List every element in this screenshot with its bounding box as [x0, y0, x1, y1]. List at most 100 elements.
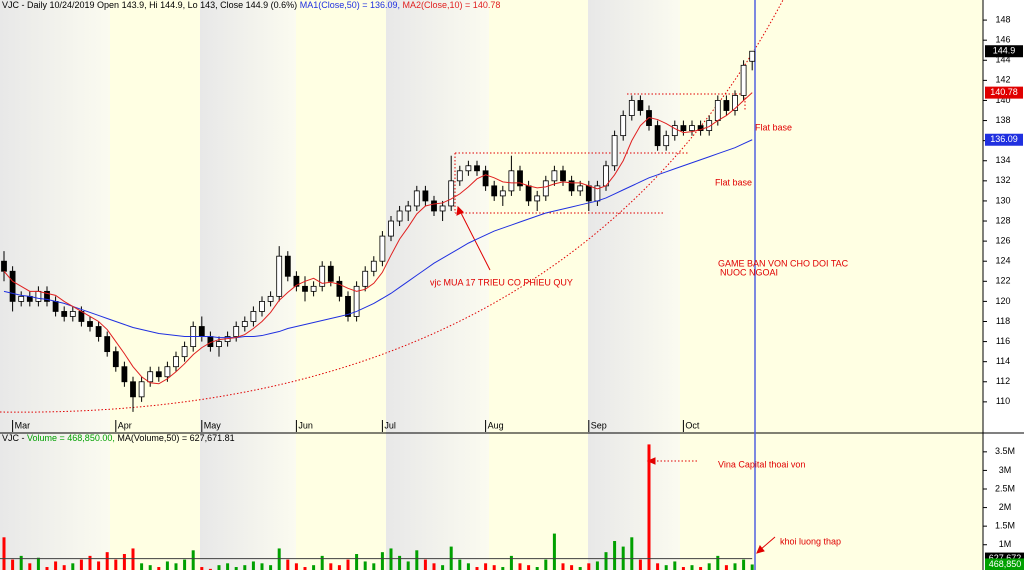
- candle-body: [353, 285, 360, 317]
- y-tick-label: 126: [995, 235, 1010, 245]
- volume-bar: [36, 557, 40, 570]
- x-tick-label: Sep: [591, 420, 607, 430]
- volume-bar: [320, 555, 324, 570]
- volume-bar: [346, 559, 350, 570]
- candle-body: [517, 170, 523, 187]
- volume-bar: [699, 567, 703, 570]
- volume-bar: [54, 561, 58, 570]
- candle-body: [689, 125, 695, 132]
- candle-body: [714, 100, 721, 121]
- volume-bar: [527, 565, 531, 570]
- candle-body: [637, 100, 644, 111]
- y-tick-label: 3.5M: [995, 446, 1015, 456]
- x-tick-label: May: [204, 420, 222, 430]
- candle-body: [267, 295, 274, 302]
- candle-body: [740, 64, 747, 96]
- candle-body: [431, 200, 437, 212]
- x-tick-label: Mar: [15, 420, 31, 430]
- candle-body: [310, 285, 317, 292]
- y-tick-label: 146: [995, 35, 1010, 45]
- candle-body: [35, 290, 42, 302]
- candle-body: [697, 125, 704, 132]
- legend-entry: MA(Volume,50) = 627,671.81: [117, 433, 234, 443]
- candle-body: [680, 125, 687, 132]
- candle-body: [121, 366, 128, 383]
- legend-entry: MA1(Close,50) = 136.09,: [300, 0, 400, 10]
- volume-bar: [742, 559, 746, 570]
- volume-bar: [303, 567, 307, 570]
- volume-bar: [630, 537, 634, 570]
- y-tick-label: 144: [995, 55, 1010, 65]
- volume-bar: [251, 561, 255, 570]
- volume-bar: [131, 548, 135, 570]
- volume-bar: [552, 533, 556, 570]
- price-tag: [985, 133, 1023, 146]
- y-tick-label: 138: [995, 115, 1010, 125]
- x-tick-label: Apr: [118, 420, 132, 430]
- annotation: NUOC NGOAI: [720, 267, 778, 277]
- y-tick-label: 128: [995, 215, 1010, 225]
- volume-bar: [174, 563, 178, 570]
- candle-body: [112, 351, 119, 368]
- volume-bar: [269, 565, 273, 570]
- candle-body: [405, 205, 412, 212]
- annotation: GAME BAN VON CHO DOI TAC: [718, 258, 849, 268]
- volume-bar: [372, 563, 376, 570]
- y-tick-label: 114: [996, 356, 1010, 366]
- candle-body: [104, 336, 111, 353]
- volume-bar: [157, 567, 161, 570]
- x-tick-label: Jul: [384, 420, 396, 430]
- y-tick-label: 2M: [999, 502, 1012, 512]
- candle-body: [44, 290, 50, 302]
- candle-body: [508, 170, 515, 192]
- volume-bar: [208, 568, 212, 570]
- volume-title: VJC - Volume = 468,850.00, MA(Volume,50)…: [2, 433, 235, 443]
- y-tick-label: 120: [995, 296, 1010, 306]
- candle-body: [52, 300, 59, 312]
- candle-body: [732, 95, 738, 111]
- candle-body: [130, 381, 136, 398]
- volume-bar: [466, 563, 470, 570]
- candle-body: [87, 321, 93, 327]
- title: VJC -: [2, 433, 27, 443]
- volume-bar: [183, 559, 187, 570]
- volume-bar: [11, 559, 15, 570]
- candle-body: [654, 125, 661, 147]
- volume-bar: [750, 564, 754, 570]
- candle-body: [491, 185, 498, 197]
- volume-bar: [406, 561, 410, 570]
- volume-bar: [492, 565, 496, 570]
- candle-body: [448, 180, 455, 207]
- candle-body: [465, 165, 472, 172]
- candle-body: [577, 185, 584, 192]
- volume-bar: [217, 565, 221, 570]
- volume-bar: [707, 563, 711, 570]
- volume-bar: [509, 555, 513, 570]
- volume-bar: [638, 559, 642, 570]
- volume-bar: [613, 541, 617, 570]
- annotation: vjc MUA 17 TRIEU CO PHIEU QUY: [430, 277, 573, 287]
- candle-body: [388, 220, 394, 237]
- volume-bar: [234, 567, 238, 570]
- volume-bar: [578, 567, 582, 570]
- y-tick-label: 118: [996, 316, 1010, 326]
- volume-bar: [664, 565, 668, 570]
- candle-body: [250, 311, 257, 322]
- moving-average: [3, 92, 753, 385]
- volume-bar: [243, 565, 247, 570]
- candle-body: [138, 381, 145, 398]
- candle-body: [336, 280, 343, 297]
- candle-body: [345, 295, 351, 317]
- candle-body: [379, 235, 386, 262]
- candle-body: [413, 190, 420, 207]
- volume-bar: [535, 567, 539, 570]
- volume-bar: [105, 552, 109, 570]
- candle-body: [276, 255, 283, 297]
- volume-bar: [724, 565, 728, 570]
- y-tick-label: 2.5M: [995, 483, 1015, 493]
- candle-body: [482, 170, 489, 187]
- volume-bar: [690, 565, 694, 570]
- drawings: [0, 0, 784, 462]
- candle-body: [293, 275, 300, 287]
- volume-bar: [200, 567, 204, 570]
